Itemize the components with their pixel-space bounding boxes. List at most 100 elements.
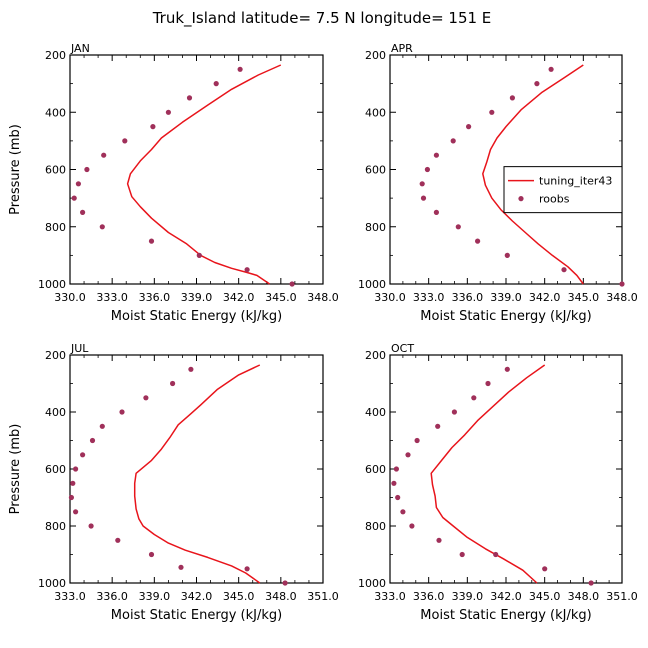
figure-title: Truk_Island latitude= 7.5 N longitude= 1… — [152, 9, 492, 28]
obs-point — [542, 566, 548, 572]
plot-frame — [69, 54, 324, 285]
x-tick-label: 333.0 — [374, 590, 406, 603]
obs-point — [115, 537, 121, 543]
panel-label: JAN — [70, 42, 90, 55]
y-tick-label: 1000 — [358, 278, 386, 291]
panel-apr: APR 330.0 333.0 336.0 339.0 342.0 345.0 348.0 20… — [358, 42, 638, 324]
obs-point — [395, 494, 401, 501]
obs-point — [89, 437, 96, 444]
x-axis-title: Moist Static Energy (kJ/kg) — [420, 608, 591, 623]
obs-point — [170, 380, 176, 387]
obs-point — [186, 95, 193, 101]
obs-point — [433, 209, 439, 215]
panel-label: JUL — [70, 342, 89, 355]
obs-point — [619, 281, 625, 287]
obs-point — [148, 551, 155, 558]
y-tick-label: 400 — [45, 106, 66, 119]
y-tick-label: 1000 — [358, 577, 386, 590]
obs-point — [150, 124, 156, 130]
y-tick-label: 600 — [45, 463, 66, 476]
obs-point — [466, 124, 472, 130]
obs-point — [282, 580, 288, 586]
obs-point — [400, 509, 406, 515]
x-tick-label: 345.0 — [223, 590, 255, 603]
x-tick-label: 333.0 — [54, 590, 86, 603]
obs-point — [178, 564, 184, 570]
x-tick-label: 348.0 — [307, 291, 339, 304]
y-tick-label: 800 — [45, 221, 66, 234]
x-tick-label: 336.0 — [413, 590, 445, 603]
obs-point — [420, 195, 427, 201]
y-axis-title: Pressure (mb) — [8, 124, 23, 215]
y-tick-label: 800 — [365, 520, 386, 533]
obs-point — [405, 452, 411, 458]
obs-point — [148, 238, 155, 244]
x-tick-label: 348.0 — [606, 291, 638, 304]
x-axis-title: Moist Static Energy (kJ/kg) — [111, 309, 282, 324]
obs-point — [143, 395, 149, 401]
legend-label: roobs — [539, 193, 570, 206]
obs-point — [561, 267, 567, 273]
panel-label: APR — [391, 42, 413, 55]
x-tick-label: 348.0 — [568, 590, 600, 603]
y-tick-label: 400 — [45, 406, 66, 419]
y-tick-label: 800 — [45, 520, 66, 533]
obs-point — [80, 452, 86, 458]
obs-point — [471, 395, 477, 401]
series-line-tuning_iter43 — [482, 64, 584, 285]
obs-point — [489, 109, 495, 115]
obs-point — [414, 437, 420, 444]
series-line-tuning_iter43 — [126, 64, 282, 285]
x-tick-label: 330.0 — [54, 291, 86, 304]
obs-point — [435, 423, 441, 429]
obs-point — [450, 138, 456, 144]
y-tick-label: 400 — [365, 406, 386, 419]
legend-dot-swatch — [518, 196, 524, 202]
obs-point — [548, 66, 554, 72]
y-axis-title: Pressure (mb) — [8, 424, 23, 515]
obs-point — [188, 366, 194, 372]
x-tick-label: 342.0 — [490, 590, 522, 603]
legend-label: tuning_iter43 — [539, 175, 612, 188]
y-tick-label: 800 — [365, 221, 386, 234]
y-tick-label: 400 — [365, 106, 386, 119]
panel-label: OCT — [391, 342, 414, 355]
x-tick-label: 345.0 — [265, 291, 297, 304]
obs-point — [534, 81, 540, 87]
x-tick-label: 348.0 — [265, 590, 297, 603]
obs-point — [393, 466, 399, 472]
obs-point — [509, 95, 515, 101]
obs-point — [99, 224, 105, 230]
obs-point — [71, 195, 77, 201]
obs-point — [196, 252, 202, 258]
x-tick-label: 351.0 — [307, 590, 339, 603]
y-tick-label: 200 — [365, 349, 386, 362]
y-tick-label: 1000 — [38, 278, 66, 291]
obs-point — [504, 252, 510, 258]
plot-frame — [69, 354, 324, 584]
obs-point — [588, 580, 594, 586]
x-tick-label: 330.0 — [374, 291, 406, 304]
obs-point — [165, 109, 171, 115]
obs-point — [73, 466, 79, 472]
x-tick-label: 339.0 — [490, 291, 522, 304]
legend-box — [503, 166, 623, 214]
obs-point — [433, 152, 439, 158]
obs-point — [244, 267, 250, 273]
y-tick-label: 600 — [365, 164, 386, 177]
x-tick-label: 339.0 — [139, 590, 171, 603]
obs-point — [80, 209, 86, 215]
x-tick-label: 342.0 — [223, 291, 255, 304]
x-tick-label: 345.0 — [568, 291, 600, 304]
x-tick-label: 342.0 — [181, 590, 213, 603]
y-tick-label: 200 — [45, 349, 66, 362]
obs-point — [70, 480, 76, 486]
obs-point — [101, 152, 107, 158]
panel-oct: OCT 333.0 336.0 339.0 342.0 345.0 348.0 351.0 20… — [358, 342, 638, 623]
obs-point — [451, 409, 457, 415]
obs-point — [73, 509, 79, 515]
obs-point — [75, 181, 81, 187]
obs-point — [455, 224, 461, 230]
x-tick-label: 342.0 — [529, 291, 561, 304]
